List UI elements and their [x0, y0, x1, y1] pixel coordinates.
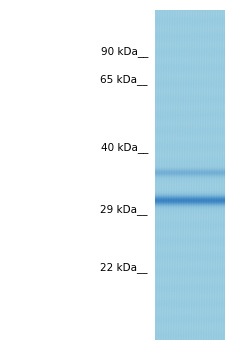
- Text: 22 kDa__: 22 kDa__: [101, 262, 148, 273]
- Text: 65 kDa__: 65 kDa__: [101, 75, 148, 85]
- Text: 40 kDa__: 40 kDa__: [101, 142, 148, 153]
- Text: 90 kDa__: 90 kDa__: [101, 47, 148, 57]
- Text: 29 kDa__: 29 kDa__: [101, 204, 148, 216]
